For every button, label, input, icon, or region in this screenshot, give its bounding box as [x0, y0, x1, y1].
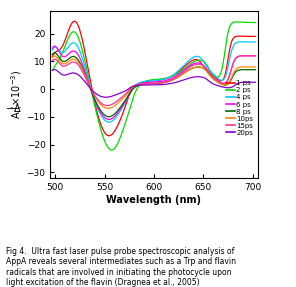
2 ps [186, 64, 190, 67]
15ps [51, 59, 54, 63]
20ps [51, 69, 54, 72]
15ps [186, 66, 190, 70]
6 ps [53, 44, 57, 48]
Line: 8 ps: 8 ps [52, 53, 255, 117]
20ps [171, 82, 175, 85]
8 ps [171, 78, 175, 82]
8 ps [87, 82, 90, 86]
1 ps [143, 80, 147, 83]
1 ps [87, 70, 90, 73]
2 ps [235, 20, 238, 24]
10ps [204, 69, 208, 72]
1 ps [73, 20, 76, 23]
4 ps [254, 40, 257, 44]
1 ps [204, 67, 208, 71]
8 ps [143, 82, 147, 86]
8 ps [187, 68, 191, 72]
2 ps [51, 69, 54, 72]
10ps [106, 107, 110, 110]
1 ps [103, 131, 107, 135]
4 ps [143, 80, 146, 83]
2 ps [110, 148, 113, 152]
4 ps [107, 121, 111, 124]
10ps [171, 78, 175, 82]
15ps [143, 82, 146, 86]
4 ps [204, 63, 207, 67]
10ps [51, 56, 54, 59]
6 ps [87, 81, 90, 84]
6 ps [107, 118, 111, 121]
6 ps [171, 76, 175, 79]
X-axis label: Wavelength (nm): Wavelength (nm) [107, 195, 201, 205]
20ps [204, 77, 208, 80]
20ps [53, 68, 56, 71]
4 ps [86, 77, 90, 81]
8 ps [204, 69, 208, 72]
15ps [204, 66, 207, 69]
Line: 20ps: 20ps [52, 69, 255, 97]
Line: 1 ps: 1 ps [52, 21, 255, 136]
10ps [143, 82, 147, 86]
2 ps [143, 80, 146, 83]
8 ps [254, 68, 257, 71]
10ps [187, 68, 191, 72]
15ps [254, 54, 257, 58]
20ps [254, 80, 257, 84]
6 ps [254, 54, 257, 58]
Legend: 1 ps, 2 ps, 4 ps, 6 ps, 8 ps, 10ps, 15ps, 20ps: 1 ps, 2 ps, 4 ps, 6 ps, 8 ps, 10ps, 15ps… [225, 80, 254, 136]
Line: 15ps: 15ps [52, 56, 255, 106]
6 ps [103, 116, 107, 119]
1 ps [107, 134, 111, 137]
6 ps [204, 68, 208, 71]
4 ps [170, 74, 174, 77]
4 ps [51, 48, 54, 52]
2 ps [204, 62, 207, 65]
1 ps [187, 61, 191, 65]
20ps [103, 96, 107, 99]
Y-axis label: A (×10$^{-3}$): A (×10$^{-3}$) [9, 70, 24, 119]
6 ps [187, 65, 191, 68]
20ps [143, 83, 147, 87]
Line: 6 ps: 6 ps [52, 46, 255, 119]
20ps [187, 77, 191, 80]
8 ps [107, 115, 111, 119]
20ps [104, 96, 108, 99]
1 ps [171, 74, 175, 77]
8 ps [53, 51, 57, 54]
Text: Fig 4.  Ultra fast laser pulse probe spectroscopic analysis of
AppA reveals seve: Fig 4. Ultra fast laser pulse probe spec… [6, 247, 236, 287]
15ps [170, 78, 174, 81]
10ps [254, 65, 257, 69]
15ps [105, 104, 109, 107]
10ps [53, 54, 57, 58]
10ps [103, 106, 107, 109]
6 ps [51, 46, 54, 50]
15ps [86, 82, 90, 85]
8 ps [51, 53, 54, 56]
4 ps [103, 118, 106, 122]
2 ps [86, 75, 90, 78]
4 ps [239, 40, 243, 44]
Text: $-\Delta$: $-\Delta$ [5, 102, 21, 114]
4 ps [186, 59, 190, 63]
2 ps [103, 139, 106, 142]
6 ps [143, 81, 147, 84]
1 ps [254, 35, 257, 38]
15ps [243, 54, 246, 57]
20ps [87, 85, 90, 88]
Line: 2 ps: 2 ps [52, 22, 255, 150]
15ps [103, 103, 106, 107]
10ps [87, 82, 90, 85]
Line: 10ps: 10ps [52, 56, 255, 108]
1 ps [51, 55, 54, 59]
2 ps [170, 74, 174, 78]
8 ps [103, 113, 107, 117]
2 ps [254, 21, 257, 24]
Line: 4 ps: 4 ps [52, 42, 255, 122]
